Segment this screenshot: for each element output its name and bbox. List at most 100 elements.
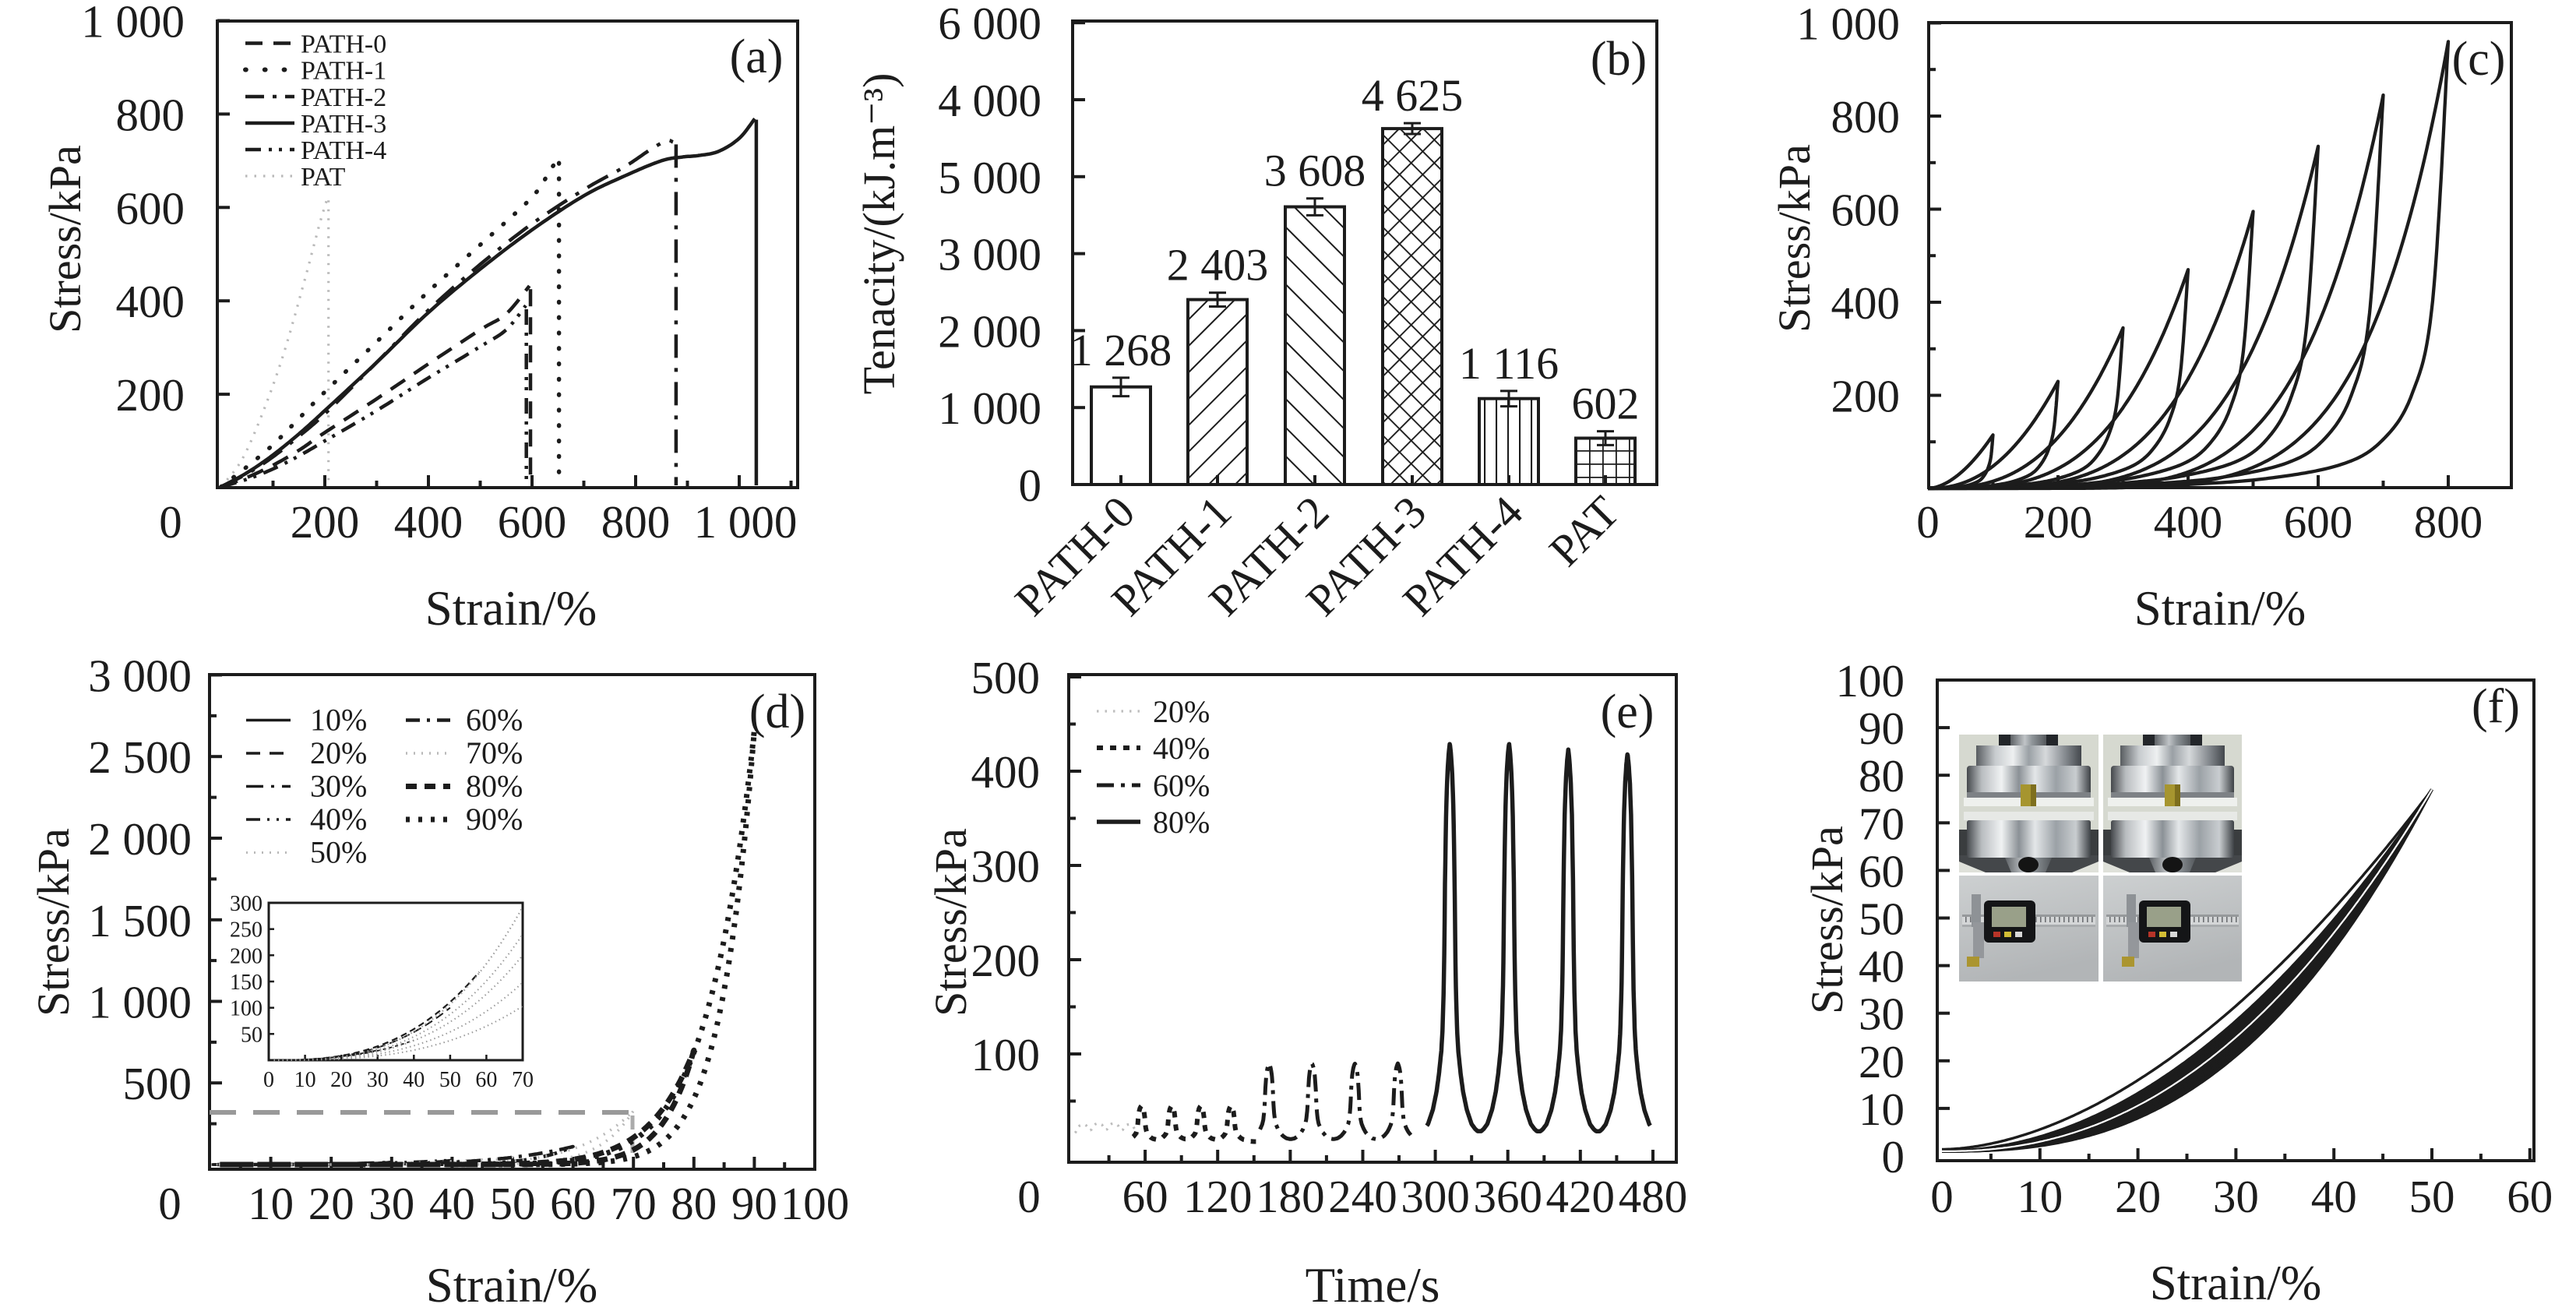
svg-text:Stress/kPa: Stress/kPa (1769, 144, 1820, 333)
svg-text:480: 480 (1619, 1171, 1688, 1222)
svg-text:1 000: 1 000 (938, 382, 1041, 434)
svg-text:0: 0 (1882, 1131, 1905, 1182)
svg-text:PATH-4: PATH-4 (301, 136, 386, 165)
svg-text:(b): (b) (1591, 33, 1647, 86)
svg-text:(e): (e) (1601, 685, 1654, 738)
svg-text:PATH-1: PATH-1 (301, 57, 386, 86)
svg-text:40: 40 (403, 1068, 425, 1092)
svg-text:20: 20 (2115, 1171, 2161, 1222)
svg-text:360: 360 (1473, 1171, 1542, 1222)
svg-text:300: 300 (1401, 1171, 1470, 1222)
svg-text:30: 30 (367, 1068, 389, 1092)
svg-text:120: 120 (1183, 1171, 1253, 1222)
svg-text:200: 200 (971, 935, 1041, 986)
svg-text:200: 200 (1831, 371, 1901, 422)
svg-text:0: 0 (1916, 496, 1940, 548)
svg-text:70: 70 (1859, 798, 1905, 849)
svg-text:30: 30 (2213, 1171, 2259, 1222)
svg-text:800: 800 (116, 89, 185, 140)
svg-text:Stress/kPa: Stress/kPa (1802, 826, 1852, 1014)
svg-text:60: 60 (1122, 1171, 1168, 1222)
svg-text:5 000: 5 000 (938, 152, 1041, 203)
svg-text:30: 30 (1859, 989, 1905, 1040)
svg-text:4 625: 4 625 (1362, 70, 1464, 121)
svg-text:(d): (d) (749, 685, 805, 738)
svg-text:4 000: 4 000 (938, 75, 1041, 126)
svg-text:10: 10 (2017, 1171, 2063, 1222)
svg-text:600: 600 (116, 182, 185, 234)
svg-text:1 000: 1 000 (81, 0, 185, 48)
svg-text:(a): (a) (730, 30, 784, 83)
svg-text:200: 200 (116, 369, 185, 421)
svg-text:1 500: 1 500 (88, 895, 192, 946)
svg-text:70: 70 (512, 1068, 534, 1092)
svg-text:300: 300 (971, 841, 1041, 892)
svg-text:(f): (f) (2472, 680, 2520, 733)
svg-text:Stress/kPa: Stress/kPa (925, 828, 976, 1017)
svg-text:602: 602 (1572, 379, 1640, 429)
svg-text:2 403: 2 403 (1167, 240, 1269, 291)
svg-text:1 268: 1 268 (1070, 325, 1172, 375)
svg-text:3 000: 3 000 (88, 650, 192, 702)
svg-text:100: 100 (1836, 655, 1905, 707)
svg-text:60: 60 (2507, 1171, 2553, 1222)
svg-text:Tenacity/(kJ.m⁻³): Tenacity/(kJ.m⁻³) (854, 73, 904, 395)
svg-text:70%: 70% (466, 735, 523, 770)
svg-text:Time/s: Time/s (1306, 1258, 1440, 1304)
svg-text:100: 100 (971, 1029, 1041, 1080)
svg-text:100: 100 (781, 1178, 850, 1229)
svg-text:80: 80 (1859, 750, 1905, 802)
svg-text:400: 400 (2154, 496, 2223, 548)
svg-text:40: 40 (429, 1178, 475, 1229)
svg-text:20: 20 (1859, 1036, 1905, 1087)
svg-text:60: 60 (1859, 845, 1905, 897)
svg-text:80%: 80% (1153, 805, 1210, 840)
svg-text:50: 50 (1859, 893, 1905, 945)
svg-text:PATH-0: PATH-0 (301, 30, 386, 59)
svg-text:420: 420 (1546, 1171, 1616, 1222)
svg-text:90: 90 (1859, 703, 1905, 754)
svg-text:0: 0 (159, 496, 182, 548)
svg-text:240: 240 (1328, 1171, 1397, 1222)
svg-text:180: 180 (1256, 1171, 1325, 1222)
svg-text:250: 250 (230, 918, 263, 943)
svg-text:400: 400 (116, 276, 185, 327)
svg-text:Strain/%: Strain/% (2134, 581, 2306, 636)
svg-text:60%: 60% (1153, 768, 1210, 803)
svg-text:0: 0 (263, 1068, 274, 1092)
svg-text:200: 200 (291, 496, 360, 548)
svg-text:80: 80 (671, 1178, 717, 1229)
svg-text:0: 0 (1017, 1171, 1041, 1222)
svg-text:90%: 90% (466, 802, 523, 837)
svg-text:20%: 20% (310, 735, 367, 770)
svg-text:50: 50 (439, 1068, 461, 1092)
svg-text:1 000: 1 000 (88, 977, 192, 1028)
svg-text:40%: 40% (310, 802, 367, 837)
svg-text:0: 0 (158, 1178, 181, 1229)
svg-text:500: 500 (123, 1058, 192, 1109)
svg-text:300: 300 (230, 892, 263, 916)
svg-text:500: 500 (971, 652, 1041, 703)
svg-text:200: 200 (2024, 496, 2093, 548)
svg-text:30: 30 (368, 1178, 414, 1229)
svg-text:150: 150 (230, 971, 263, 995)
svg-text:400: 400 (1831, 277, 1901, 329)
svg-text:PAT: PAT (1539, 486, 1629, 576)
svg-text:20: 20 (308, 1178, 354, 1229)
svg-text:PATH-2: PATH-2 (301, 83, 386, 112)
svg-text:PATH-3: PATH-3 (301, 110, 386, 139)
svg-text:2 000: 2 000 (938, 305, 1041, 357)
svg-text:30%: 30% (310, 769, 367, 804)
svg-text:800: 800 (601, 496, 671, 548)
svg-text:20%: 20% (1153, 694, 1210, 729)
svg-text:60: 60 (550, 1178, 596, 1229)
svg-text:60%: 60% (466, 703, 523, 738)
svg-text:2 500: 2 500 (88, 731, 192, 783)
svg-text:3 000: 3 000 (938, 229, 1041, 280)
svg-text:100: 100 (230, 997, 263, 1021)
svg-text:2 000: 2 000 (88, 813, 192, 865)
svg-text:80%: 80% (466, 769, 523, 804)
svg-text:400: 400 (394, 496, 463, 548)
svg-text:0: 0 (1019, 460, 1042, 511)
svg-text:200: 200 (230, 944, 263, 968)
